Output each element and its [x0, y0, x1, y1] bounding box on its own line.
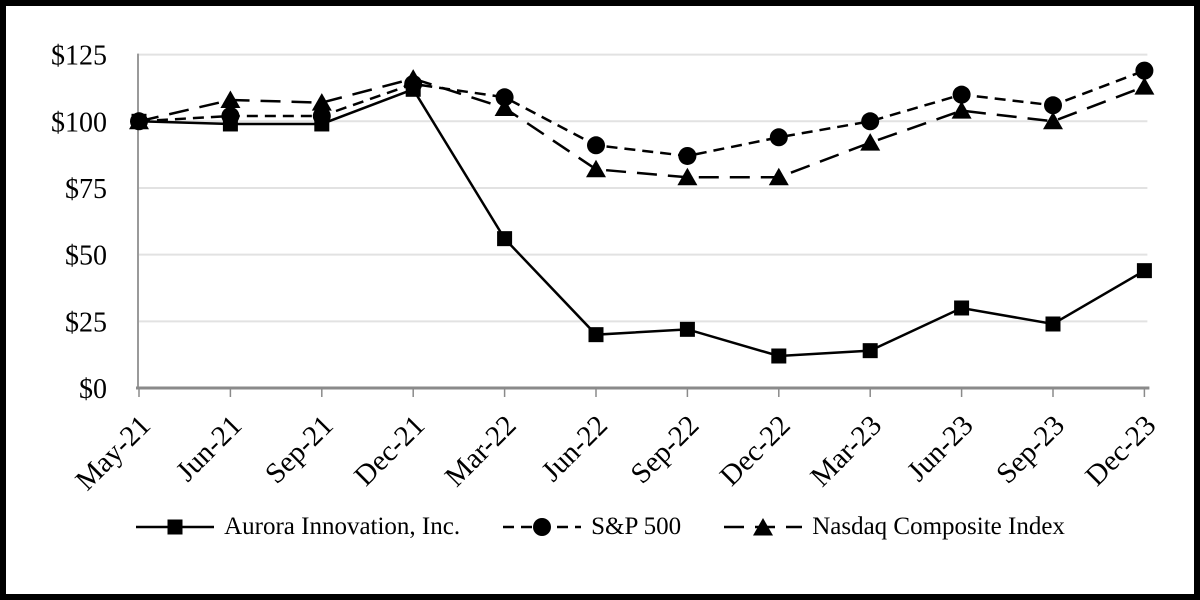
legend-label-nasdaq: Nasdaq Composite Index — [812, 513, 1065, 540]
sp500-dashed-line-sample — [503, 518, 582, 536]
series-line-aurora — [138, 87, 1146, 358]
marker-square — [314, 116, 330, 132]
x-axis-label: Sep-22 — [625, 409, 706, 490]
marker-triangle — [586, 159, 606, 178]
marker-triangle — [311, 93, 332, 111]
x-axis-label: Mar-22 — [439, 409, 523, 493]
x-axis-label: Mar-23 — [804, 409, 888, 493]
y-axis-label: $0 — [79, 374, 107, 405]
x-axis-label: May-21 — [69, 409, 157, 497]
marker-circle — [1044, 96, 1062, 115]
marker-circle — [1135, 61, 1154, 80]
y-axis-label: $125 — [51, 41, 107, 72]
x-axis-label: Dec-22 — [714, 409, 797, 492]
x-axis-label: Sep-23 — [990, 409, 1071, 490]
triangle-marker-icon — [753, 518, 774, 536]
marker-circle — [587, 136, 605, 155]
circle-marker-icon — [533, 518, 552, 536]
marker-circle — [678, 146, 697, 165]
marker-triangle — [768, 167, 789, 186]
y-axis-label: $50 — [65, 241, 107, 272]
x-axis-label: Jun-21 — [170, 409, 248, 487]
y-axis-label: $25 — [65, 307, 107, 338]
x-axis-label: Dec-21 — [348, 409, 431, 492]
x-axis-label: Sep-21 — [259, 409, 340, 490]
x-axis-label: Jun-23 — [901, 409, 979, 487]
marker-triangle — [494, 98, 515, 116]
square-marker-icon — [167, 519, 183, 535]
marker-triangle — [1043, 111, 1063, 130]
nasdaq-longdash-line-sample — [724, 518, 803, 536]
legend-item-sp500: S&P 500 — [502, 513, 681, 541]
series-line-nasdaq — [138, 77, 1145, 179]
series-line-sp500 — [138, 69, 1145, 158]
marker-square — [405, 81, 421, 97]
x-axis-label: Dec-23 — [1079, 409, 1162, 492]
marker-square — [862, 343, 878, 359]
legend-item-nasdaq: Nasdaq Composite Index — [723, 513, 1065, 541]
marker-square — [771, 348, 787, 364]
legend: Aurora Innovation, Inc. S&P 500 Nasdaq C… — [6, 507, 1194, 547]
aurora-solid-line-sample — [136, 519, 215, 535]
x-axis-label: Jun-22 — [535, 409, 613, 487]
marker-square — [497, 231, 513, 247]
marker-circle — [495, 88, 514, 107]
marker-circle — [952, 85, 971, 104]
legend-item-aurora: Aurora Innovation, Inc. — [135, 513, 460, 541]
marker-square — [131, 113, 147, 129]
marker-circle — [769, 128, 788, 147]
marker-triangle — [951, 101, 972, 119]
marker-square — [1136, 263, 1152, 279]
marker-triangle — [220, 90, 241, 108]
marker-circle — [861, 112, 880, 131]
y-axis-label: $100 — [51, 107, 107, 138]
marker-triangle — [860, 133, 881, 151]
marker-square — [588, 327, 604, 343]
legend-label-sp500: S&P 500 — [591, 513, 682, 540]
marker-triangle — [1134, 77, 1155, 95]
marker-triangle — [677, 167, 698, 186]
marker-square — [954, 300, 970, 316]
marker-square — [679, 321, 695, 337]
marker-square — [1045, 316, 1061, 332]
y-axis-label: $75 — [65, 174, 107, 205]
legend-label-aurora: Aurora Innovation, Inc. — [224, 513, 461, 540]
marker-square — [222, 116, 238, 132]
